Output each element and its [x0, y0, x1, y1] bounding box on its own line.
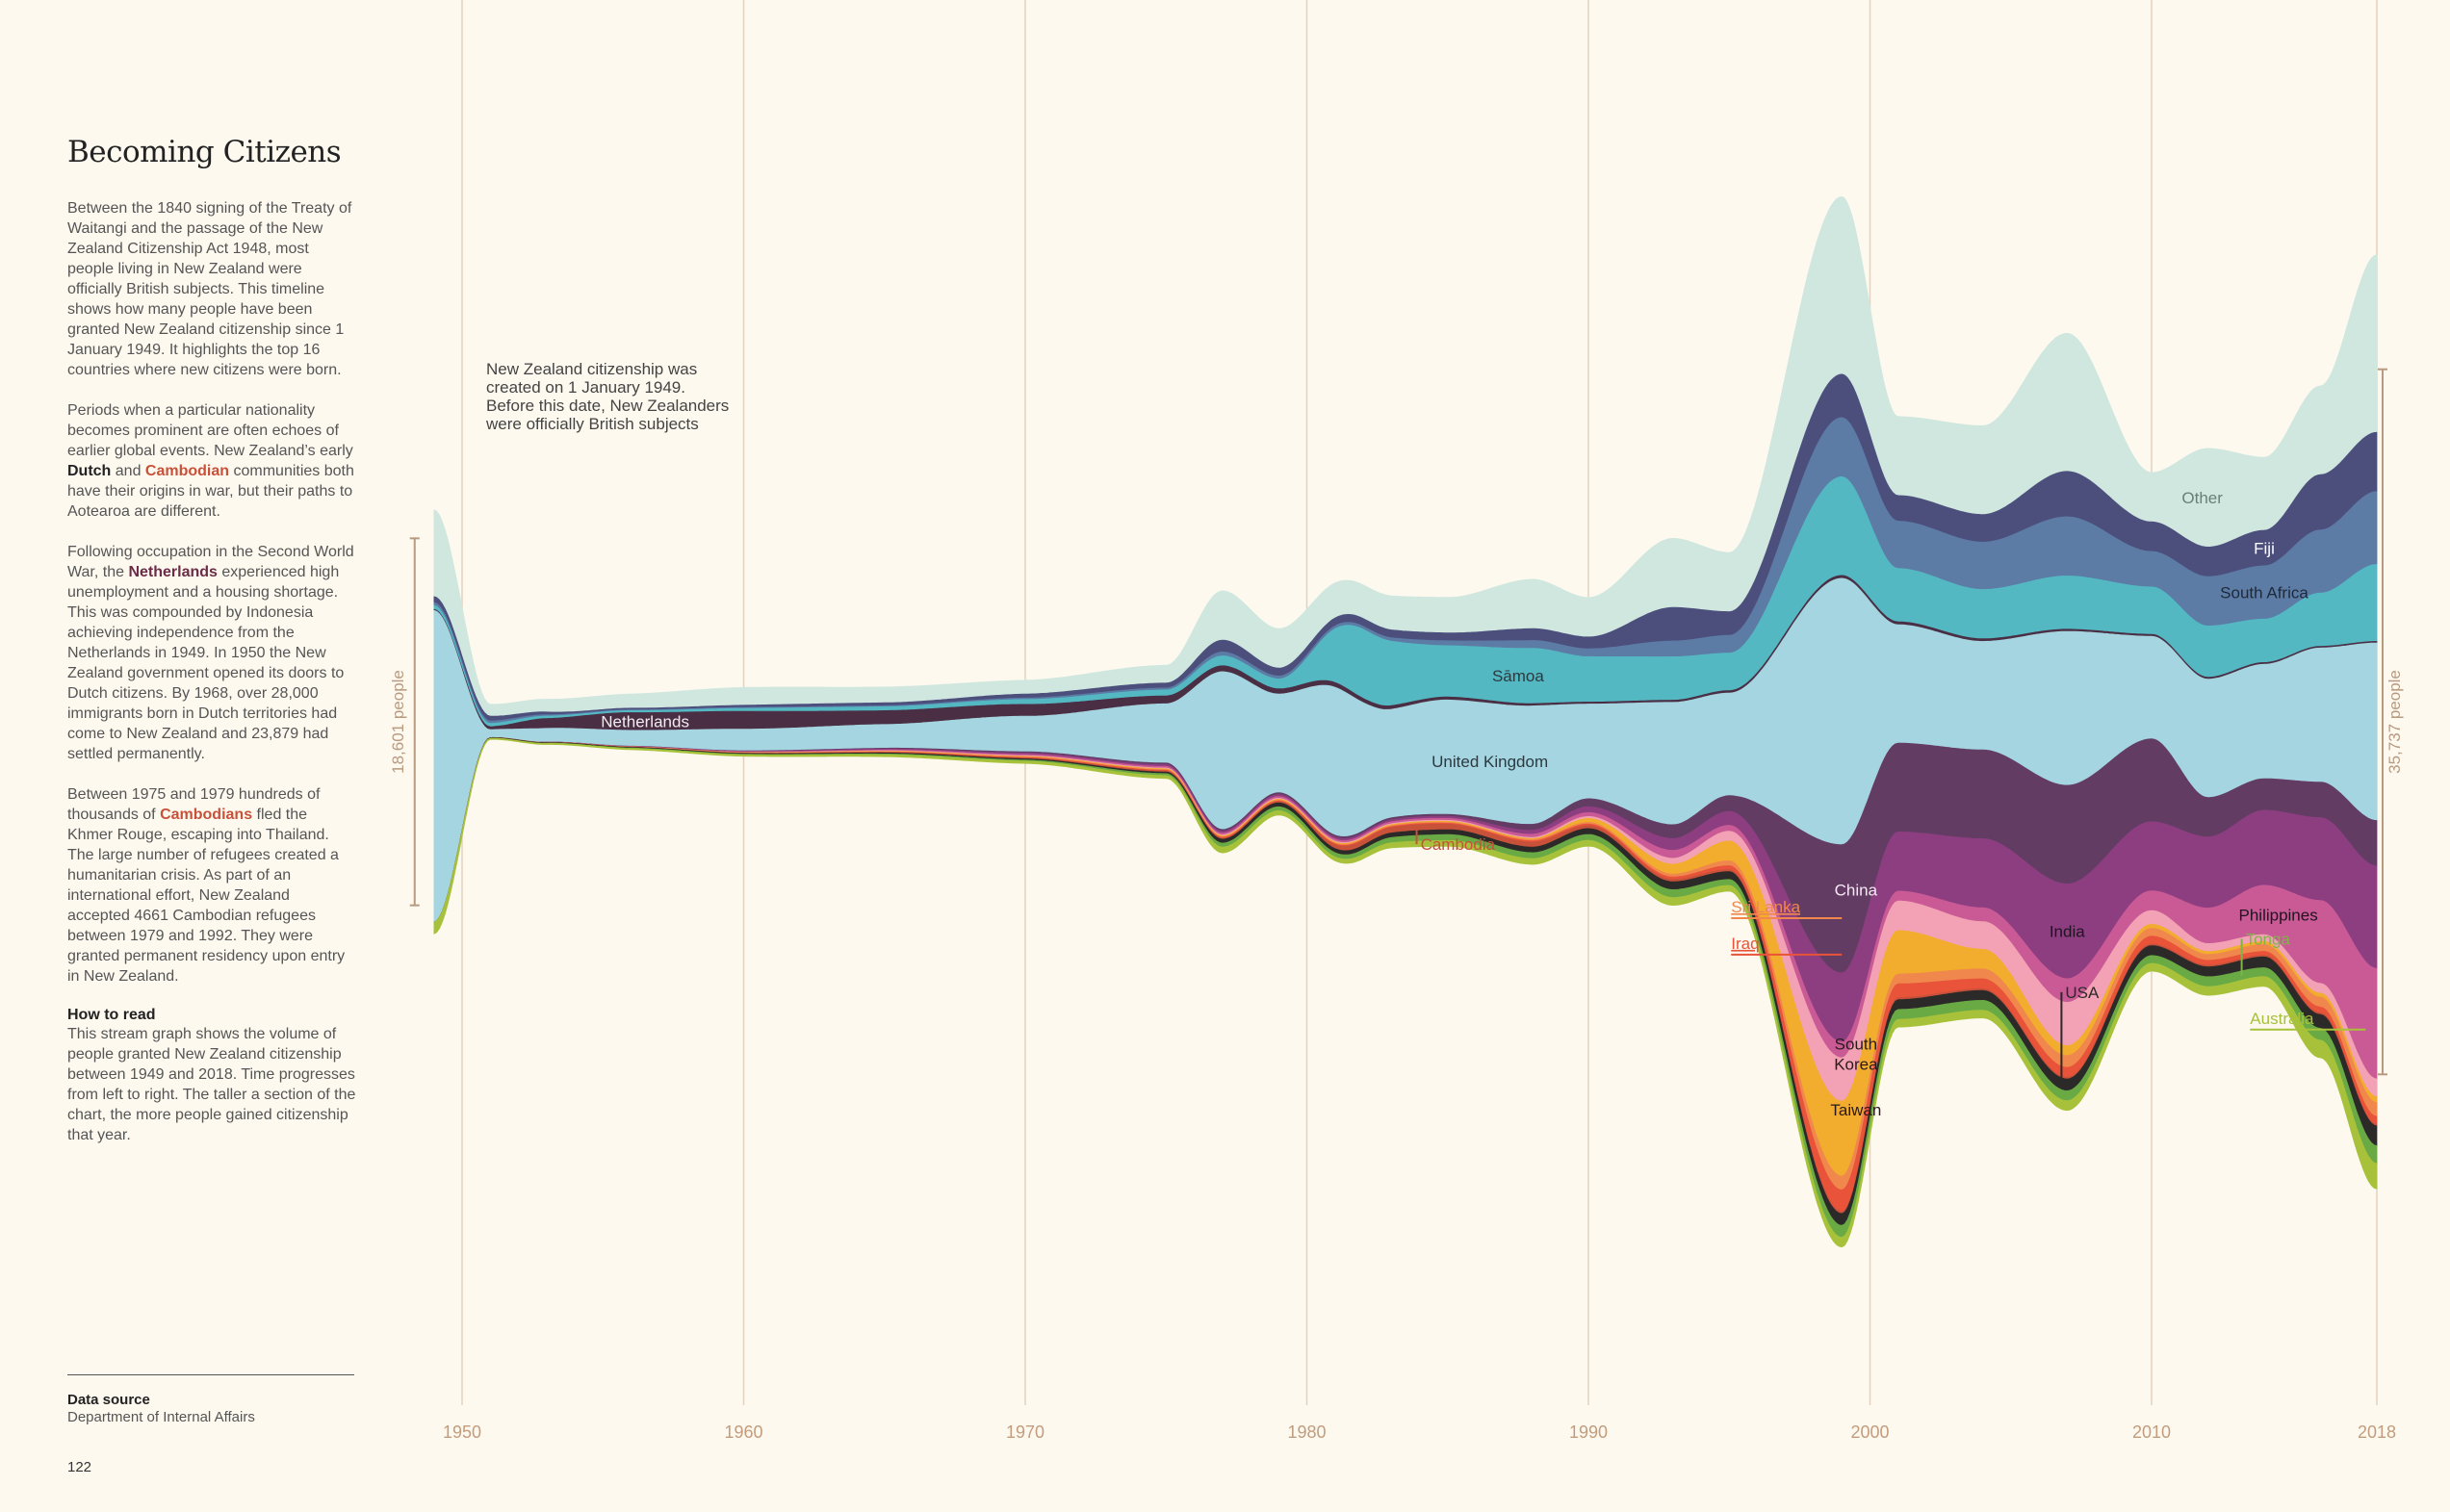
- page-title: Becoming Citizens: [67, 135, 342, 169]
- page-number: 122: [67, 1459, 92, 1475]
- series-label-south-korea: Korea: [1834, 1056, 1878, 1074]
- x-tick-label: 2000: [1850, 1422, 1889, 1442]
- cambodia-paragraph: Between 1975 and 1979 hundreds of thousa…: [67, 786, 346, 985]
- series-label-philippines: Philippines: [2239, 907, 2318, 925]
- series-label-india: India: [2050, 923, 2085, 941]
- x-tick-label: 2018: [2358, 1422, 2396, 1442]
- x-tick-label: 1980: [1287, 1422, 1326, 1442]
- series-label-south-africa: South Africa: [2220, 584, 2308, 602]
- netherlands-paragraph: Following occupation in the Second World…: [67, 544, 354, 762]
- sidebar: Becoming Citizens Between the 1840 signi…: [67, 135, 356, 1166]
- series-label-usa: USA: [2065, 984, 2100, 1002]
- netherlands-highlight: Netherlands: [128, 564, 218, 580]
- series-label-fiji: Fiji: [2254, 539, 2275, 557]
- cambodian-highlight: Cambodian: [144, 463, 230, 479]
- how-to-read-heading: How to read: [67, 1007, 156, 1023]
- x-tick-label: 1960: [724, 1422, 762, 1442]
- series-label-taiwan: Taiwan: [1830, 1101, 1881, 1119]
- x-tick-label: 1950: [443, 1422, 481, 1442]
- scale-bar-label: 35,737 people: [2386, 670, 2404, 774]
- intro-paragraph: Between the 1840 signing of the Treaty o…: [67, 200, 352, 378]
- series-label-south-korea: South: [1835, 1036, 1877, 1054]
- x-tick-label: 1970: [1006, 1422, 1044, 1442]
- series-label-united-kingdom: United Kingdom: [1431, 753, 1548, 771]
- data-source-text: Department of Internal Affairs: [67, 1409, 255, 1425]
- series-label-sri-lanka: Sri Lanka: [1731, 898, 1800, 916]
- series-label-tonga: Tonga: [2246, 931, 2291, 949]
- scale-bar-label: 18,601 people: [389, 670, 407, 774]
- how-to-read-text: This stream graph shows the volume of pe…: [67, 1026, 356, 1143]
- annotation-line: Before this date, New Zealanders: [486, 397, 729, 415]
- stream-australia: [433, 737, 2378, 1248]
- data-source-heading: Data source: [67, 1392, 150, 1408]
- series-label-s-moa: Sāmoa: [1492, 667, 1544, 685]
- dutch-highlight: Dutch: [67, 463, 112, 479]
- annotation-line: created on 1 January 1949.: [486, 378, 685, 397]
- x-tick-label: 1990: [1569, 1422, 1608, 1442]
- series-label-china: China: [1835, 882, 1878, 900]
- annotation-line: New Zealand citizenship was: [486, 360, 697, 378]
- echoes-paragraph: Periods when a particular nationality be…: [67, 402, 354, 520]
- series-label-cambodia: Cambodia: [1421, 835, 1496, 854]
- annotation-line: were officially British subjects: [485, 415, 699, 433]
- series-label-other: Other: [2181, 489, 2223, 507]
- series-label-iraq: Iraq: [1731, 935, 1759, 953]
- cambodians-highlight: Cambodians: [160, 807, 253, 823]
- divider: [67, 1374, 354, 1375]
- x-tick-label: 2010: [2132, 1422, 2171, 1442]
- series-label-netherlands: Netherlands: [601, 713, 689, 731]
- series-label-australia: Australia: [2250, 1010, 2314, 1028]
